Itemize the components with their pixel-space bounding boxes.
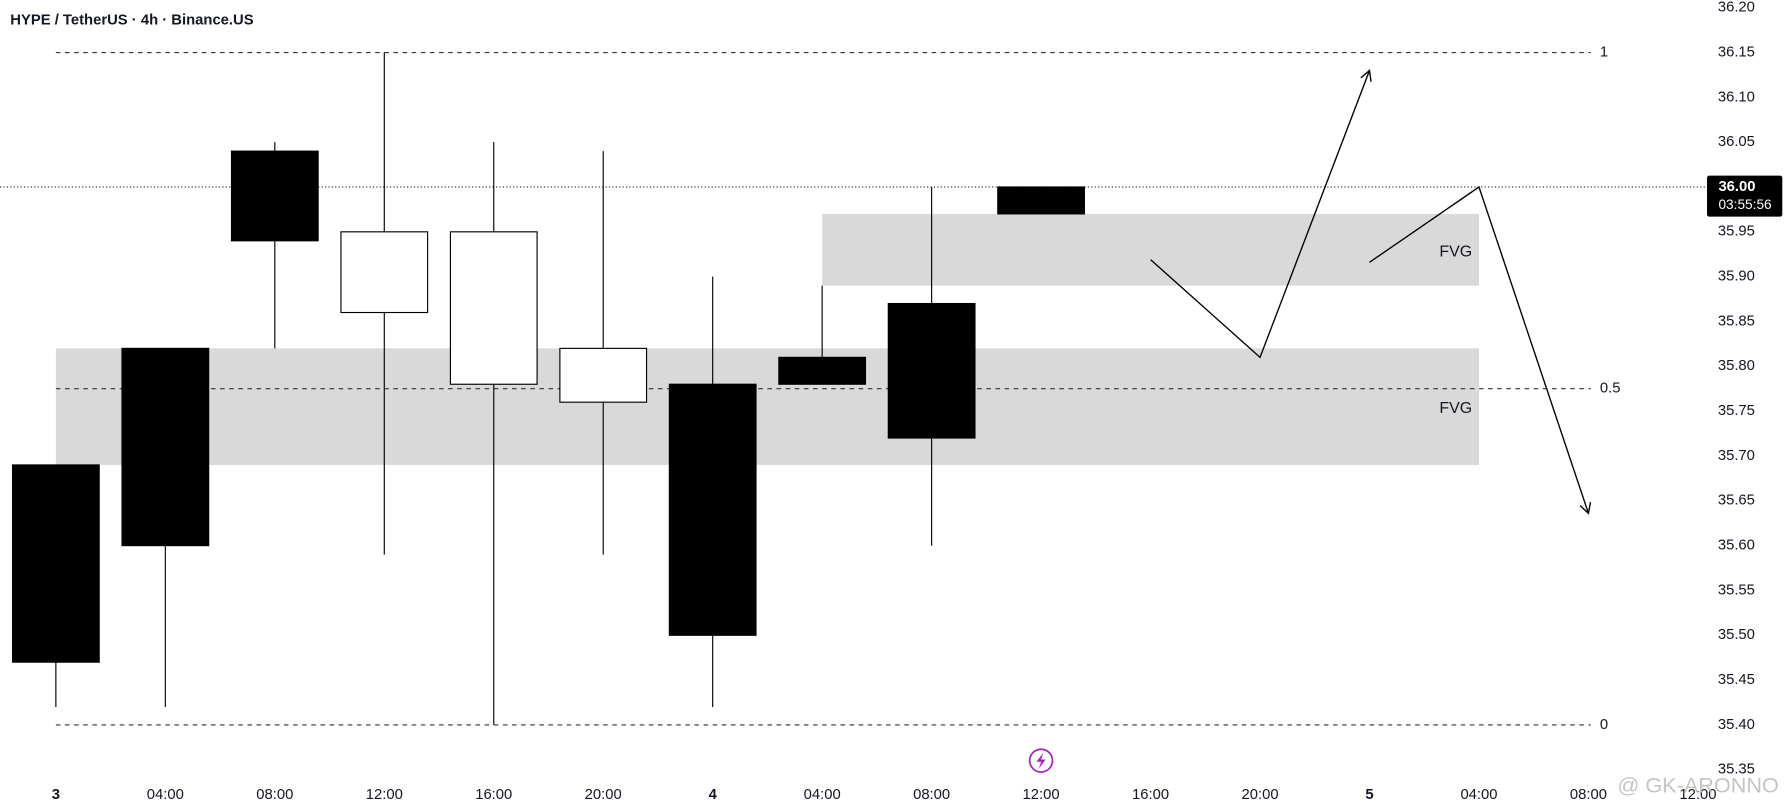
candle-body xyxy=(887,302,976,439)
x-tick-label: 16:00 xyxy=(475,787,512,803)
x-tick-label: 5 xyxy=(1365,787,1373,803)
y-tick-label: 36.15 xyxy=(1718,44,1755,60)
y-tick-label: 35.70 xyxy=(1718,448,1755,464)
x-tick-label: 20:00 xyxy=(1241,787,1278,803)
fvg-label: FVG xyxy=(1439,243,1472,260)
arrow-head xyxy=(1360,69,1372,82)
arrow-head xyxy=(1579,501,1592,515)
price-badge-label: 36.00 xyxy=(1718,179,1755,195)
candle-body xyxy=(449,231,538,385)
x-tick-label: 08:00 xyxy=(913,787,950,803)
x-tick-label: 04:00 xyxy=(1460,787,1497,803)
y-tick-label: 36.10 xyxy=(1718,89,1755,105)
fib-label: 0 xyxy=(1600,717,1608,733)
event-icon xyxy=(1028,748,1054,773)
y-tick-label: 35.40 xyxy=(1718,717,1755,733)
y-tick-label: 35.85 xyxy=(1718,313,1755,329)
x-tick-label: 08:00 xyxy=(256,787,293,803)
fvg-label: FVG xyxy=(1439,400,1472,417)
y-tick-label: 35.95 xyxy=(1718,224,1755,240)
y-tick-label: 35.80 xyxy=(1718,358,1755,374)
event-icon-bolt xyxy=(1036,752,1046,769)
candle-body xyxy=(11,464,100,663)
watermark: @ GK-ARONNO xyxy=(1617,773,1779,798)
candle-body xyxy=(668,383,757,636)
candle-body xyxy=(340,231,429,314)
y-tick-label: 35.90 xyxy=(1718,269,1755,285)
candle-body xyxy=(230,150,319,242)
y-tick-label: 35.75 xyxy=(1718,403,1755,419)
x-tick-label: 08:00 xyxy=(1570,787,1607,803)
x-tick-label: 04:00 xyxy=(804,787,841,803)
price-badge xyxy=(1707,175,1783,217)
candle-body xyxy=(559,347,648,403)
fib-label: 1 xyxy=(1600,44,1608,60)
y-tick-label: 35.35 xyxy=(1718,762,1755,778)
countdown: 03:55:56 xyxy=(1718,197,1771,212)
y-tick-label: 35.65 xyxy=(1718,493,1755,509)
x-tick-label: 16:00 xyxy=(1132,787,1169,803)
y-tick-label: 35.50 xyxy=(1718,627,1755,643)
fvg-zone xyxy=(55,348,1479,465)
x-tick-label: 4 xyxy=(709,787,718,803)
y-tick-label: 35.45 xyxy=(1718,672,1755,688)
x-tick-label: 12:00 xyxy=(1023,787,1060,803)
x-tick-label: 3 xyxy=(52,787,60,803)
y-tick-label: 36.20 xyxy=(1718,0,1755,16)
candle-body xyxy=(778,356,867,385)
y-tick-label: 35.55 xyxy=(1718,582,1755,598)
x-tick-label: 12:00 xyxy=(366,787,403,803)
fib-label: 0.5 xyxy=(1600,381,1621,397)
fvg-zone xyxy=(822,213,1479,286)
projection-path xyxy=(1369,185,1590,514)
x-tick-label: 12:00 xyxy=(1679,787,1716,803)
event-icon-circle xyxy=(1028,748,1054,773)
y-tick-label: 35.60 xyxy=(1718,538,1755,554)
y-tick-label: 36.05 xyxy=(1718,134,1755,150)
candle-body xyxy=(121,347,210,547)
chart-title: HYPE / TetherUS · 4h · Binance.US xyxy=(10,12,253,28)
x-tick-label: 04:00 xyxy=(147,787,184,803)
candle-body xyxy=(997,186,1086,215)
x-tick-label: 20:00 xyxy=(585,787,622,803)
projection-path xyxy=(1150,70,1371,359)
